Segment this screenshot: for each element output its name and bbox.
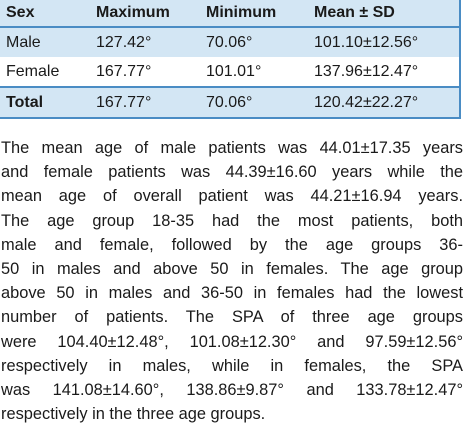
text-line: was 141.08±14.60°, 138.86±9.87° and 133.… (1, 380, 463, 399)
table-cell: 120.42±22.27° (308, 86, 460, 118)
table-cell: 167.77° (90, 86, 200, 118)
text-line: respectively in males, while in females,… (1, 356, 463, 375)
table-cell: Total (0, 86, 90, 118)
table-cell: 101.01° (200, 57, 308, 87)
header-cell: Mean ± SD (308, 0, 460, 28)
table-cell: Female (0, 57, 90, 87)
text-line: 50 in males and above 50 in females. The… (1, 259, 463, 278)
text-line: above 50 in males and 36-50 in females h… (1, 284, 463, 303)
text-line: number of patients. The SPA of three age… (1, 308, 463, 327)
header-cell: Minimum (200, 0, 308, 28)
text-line: and female patients was 44.39±16.60 year… (1, 163, 463, 182)
table-cell: 167.77° (90, 57, 200, 87)
text-line: respectively in the three age groups. (1, 405, 266, 424)
table-row: Male 127.42° 70.06° 101.10±12.56° (0, 27, 460, 57)
text-line: male and female, followed by the age gro… (1, 235, 463, 254)
text-line: The age group 18-35 had the most patient… (1, 211, 463, 230)
header-row: Sex Maximum Minimum Mean ± SD (0, 0, 460, 28)
text-line: were 104.40±12.48°, 101.08±12.30° and 97… (1, 332, 463, 351)
table-row: Female 167.77° 101.01° 137.96±12.47° (0, 57, 460, 87)
text-line: mean age of overall patient was 44.21±16… (1, 187, 463, 206)
table-cell: 101.10±12.56° (308, 27, 460, 57)
text-line: The mean age of male patients was 44.01±… (1, 139, 463, 157)
header-cell: Maximum (90, 0, 200, 28)
header-cell: Sex (0, 0, 90, 28)
table-cell: Male (0, 27, 90, 57)
table-cell: 70.06° (200, 27, 308, 57)
data-table: Sex Maximum Minimum Mean ± SD Male 127.42° 70.… (0, 0, 461, 119)
table-row: Total 167.77° 70.06° 120.42±22.27° (0, 86, 460, 118)
table-cell: 137.96±12.47° (308, 57, 460, 87)
table-cell: 70.06° (200, 86, 308, 118)
paragraph: The mean age of male patients was 44.01±… (1, 136, 463, 426)
table-cell: 127.42° (90, 27, 200, 57)
